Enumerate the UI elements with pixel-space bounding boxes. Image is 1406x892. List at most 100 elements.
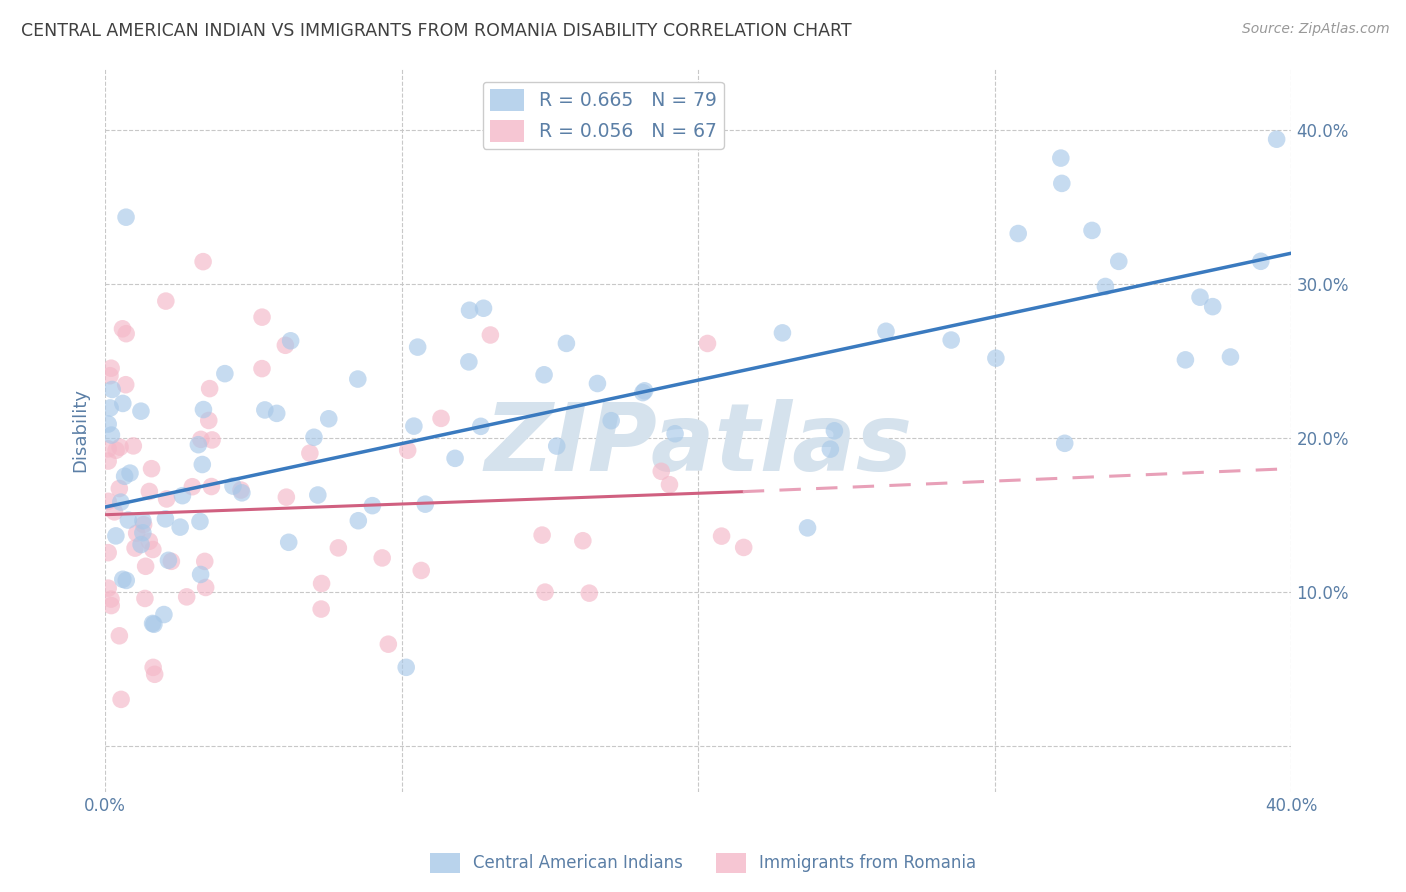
- Point: [181, 480, 204, 494]
- Point: [118, 466, 141, 480]
- Point: [176, 590, 198, 604]
- Point: [664, 426, 686, 441]
- Point: [122, 439, 145, 453]
- Point: [823, 424, 845, 438]
- Point: [110, 495, 132, 509]
- Point: [141, 461, 163, 475]
- Point: [129, 538, 152, 552]
- Point: [100, 428, 122, 442]
- Point: [190, 567, 212, 582]
- Point: [214, 367, 236, 381]
- Point: [600, 414, 623, 428]
- Point: [155, 512, 177, 526]
- Point: [311, 576, 333, 591]
- Point: [533, 368, 555, 382]
- Point: [1007, 227, 1029, 241]
- Point: [1094, 279, 1116, 293]
- Point: [710, 529, 733, 543]
- Point: [253, 403, 276, 417]
- Point: [108, 440, 131, 454]
- Point: [222, 479, 245, 493]
- Point: [328, 541, 350, 555]
- Point: [197, 413, 219, 427]
- Point: [101, 383, 124, 397]
- Point: [97, 417, 120, 431]
- Point: [371, 550, 394, 565]
- Point: [115, 326, 138, 341]
- Legend: R = 0.665   N = 79, R = 0.056   N = 67: R = 0.665 N = 79, R = 0.056 N = 67: [482, 81, 724, 149]
- Point: [277, 535, 299, 549]
- Point: [98, 401, 121, 415]
- Text: Source: ZipAtlas.com: Source: ZipAtlas.com: [1241, 22, 1389, 37]
- Y-axis label: Disability: Disability: [72, 388, 89, 472]
- Point: [108, 482, 131, 496]
- Point: [1219, 350, 1241, 364]
- Point: [155, 294, 177, 309]
- Point: [198, 382, 221, 396]
- Point: [280, 334, 302, 348]
- Point: [318, 411, 340, 425]
- Point: [696, 336, 718, 351]
- Point: [1108, 254, 1130, 268]
- Legend: Central American Indians, Immigrants from Romania: Central American Indians, Immigrants fro…: [423, 847, 983, 880]
- Point: [142, 616, 165, 631]
- Point: [229, 483, 252, 497]
- Point: [250, 310, 273, 325]
- Point: [457, 355, 479, 369]
- Point: [733, 541, 755, 555]
- Point: [194, 554, 217, 568]
- Point: [142, 617, 165, 632]
- Point: [110, 692, 132, 706]
- Point: [266, 406, 288, 420]
- Point: [97, 442, 120, 456]
- Point: [103, 505, 125, 519]
- Point: [274, 338, 297, 352]
- Point: [1250, 254, 1272, 268]
- Point: [361, 499, 384, 513]
- Point: [820, 442, 842, 457]
- Point: [191, 254, 214, 268]
- Point: [298, 446, 321, 460]
- Point: [444, 451, 467, 466]
- Point: [472, 301, 495, 316]
- Point: [132, 514, 155, 528]
- Point: [194, 581, 217, 595]
- Point: [188, 515, 211, 529]
- Point: [1081, 223, 1104, 237]
- Point: [631, 385, 654, 400]
- Point: [132, 525, 155, 540]
- Point: [1053, 436, 1076, 450]
- Point: [142, 542, 165, 557]
- Point: [406, 340, 429, 354]
- Point: [479, 328, 502, 343]
- Point: [138, 534, 160, 549]
- Point: [796, 521, 818, 535]
- Point: [772, 326, 794, 340]
- Point: [111, 396, 134, 410]
- Point: [114, 377, 136, 392]
- Point: [108, 629, 131, 643]
- Point: [546, 439, 568, 453]
- Point: [153, 607, 176, 622]
- Point: [1189, 290, 1212, 304]
- Point: [1050, 177, 1073, 191]
- Point: [396, 443, 419, 458]
- Point: [191, 458, 214, 472]
- Point: [142, 660, 165, 674]
- Point: [125, 526, 148, 541]
- Point: [1202, 300, 1225, 314]
- Point: [201, 433, 224, 447]
- Point: [138, 484, 160, 499]
- Point: [411, 564, 433, 578]
- Point: [124, 541, 146, 555]
- Point: [572, 533, 595, 548]
- Point: [276, 490, 298, 504]
- Point: [100, 361, 122, 376]
- Point: [172, 489, 194, 503]
- Point: [309, 602, 332, 616]
- Point: [169, 520, 191, 534]
- Point: [157, 553, 180, 567]
- Point: [413, 497, 436, 511]
- Point: [586, 376, 609, 391]
- Point: [111, 572, 134, 586]
